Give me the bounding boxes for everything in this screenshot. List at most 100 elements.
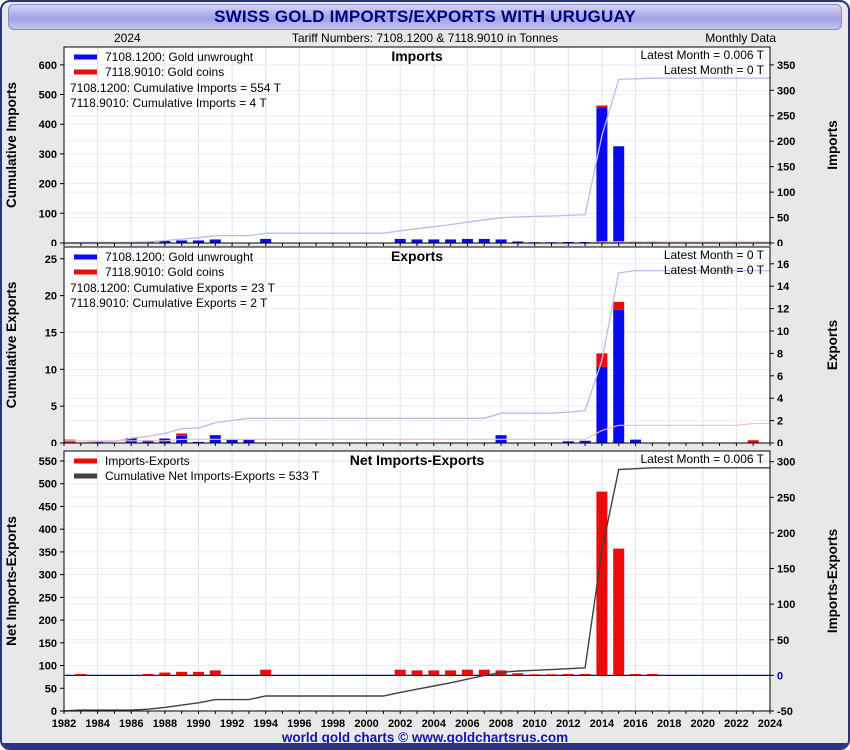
svg-text:8: 8 [777, 348, 783, 360]
svg-text:350: 350 [39, 547, 57, 559]
svg-text:7118.9010: Cumulative Imports: 7118.9010: Cumulative Imports = 4 T [70, 96, 267, 110]
svg-text:200: 200 [39, 179, 57, 191]
source-attribution: world gold charts © www.goldchartsrus.co… [281, 730, 569, 745]
svg-text:2016: 2016 [623, 718, 647, 730]
svg-text:2024: 2024 [758, 718, 783, 730]
svg-text:100: 100 [39, 208, 57, 220]
axes: 0 50 100 150 200 250 300 350 400 450 500 550 -50 0 50 1… [39, 456, 796, 730]
tariff-numbers-label: Tariff Numbers: 7108.1200 & 7118.9010 in… [291, 31, 559, 45]
svg-text:200: 200 [777, 136, 795, 148]
plot-area [64, 247, 770, 443]
svg-text:300: 300 [777, 457, 795, 469]
svg-text:0: 0 [51, 438, 57, 446]
panel-title: Net Imports-Exports [350, 452, 485, 468]
svg-text:7118.9010: Cumulative Exports: 7118.9010: Cumulative Exports = 2 T [70, 296, 268, 310]
svg-text:2: 2 [777, 416, 783, 428]
plot-area [64, 451, 770, 711]
svg-text:100: 100 [39, 661, 57, 673]
svg-text:14: 14 [777, 281, 790, 293]
gold-coins-cumulative [64, 422, 770, 442]
bars [75, 105, 658, 244]
svg-text:600: 600 [39, 60, 57, 72]
latest-month-label: Latest Month = 0 T [664, 263, 765, 277]
svg-text:6: 6 [777, 371, 783, 383]
svg-text:450: 450 [39, 501, 57, 513]
svg-text:7108.1200: Cumulative Exports: 7108.1200: Cumulative Exports = 23 T [70, 281, 276, 295]
svg-text:7108.1200: Gold unwrought: 7108.1200: Gold unwrought [105, 250, 254, 264]
svg-text:0: 0 [777, 238, 783, 246]
svg-text:1992: 1992 [220, 718, 244, 730]
chart-title: SWISS GOLD IMPORTS/EXPORTS WITH URUGUAY [214, 7, 636, 26]
svg-text:4: 4 [777, 393, 784, 405]
left-axis-title: Cumulative Exports [4, 282, 19, 409]
plot-area [64, 47, 770, 243]
imports-chart-panel: 0 100 200 300 400 500 600 0 50 100 150 200 250 300 350… [4, 46, 840, 246]
exports-chart-panel: 0 5 10 15 20 25 0 2 4 6 8 10 12 14 16 Cumulative Export… [4, 246, 840, 446]
gridlines [64, 247, 770, 443]
svg-text:2008: 2008 [489, 718, 513, 730]
latest-month-label: Latest Month = 0.006 T [640, 452, 764, 466]
cumulative-lines [64, 269, 770, 444]
svg-text:400: 400 [39, 524, 57, 536]
gold-unwrought-cumulative [63, 77, 770, 244]
svg-text:10: 10 [777, 326, 789, 338]
svg-text:0: 0 [51, 706, 57, 718]
right-axis-title: Exports [825, 320, 840, 370]
svg-text:550: 550 [39, 456, 57, 468]
axes: 0 5 10 15 20 25 0 2 4 6 8 10 12 14 16 [45, 254, 790, 446]
svg-text:1994: 1994 [253, 718, 278, 730]
svg-text:1996: 1996 [287, 718, 311, 730]
bars [75, 491, 658, 676]
svg-text:50: 50 [777, 635, 789, 647]
latest-month-label: Latest Month = 0 T [664, 248, 765, 262]
svg-text:0: 0 [777, 438, 783, 446]
svg-text:150: 150 [39, 638, 57, 650]
svg-text:100: 100 [777, 187, 795, 199]
svg-text:12: 12 [777, 304, 789, 316]
svg-text:Cumulative Net Imports-Exports: Cumulative Net Imports-Exports = 533 T [105, 469, 320, 483]
svg-text:250: 250 [777, 492, 795, 504]
data-frequency-label: Monthly Data [705, 31, 776, 45]
svg-text:0: 0 [51, 238, 57, 246]
gold-unwrought-cumulative [64, 269, 770, 444]
svg-text:250: 250 [777, 111, 795, 123]
svg-text:500: 500 [39, 479, 57, 491]
svg-text:300: 300 [39, 149, 57, 161]
svg-text:5: 5 [51, 401, 57, 413]
window-title: SWISS GOLD IMPORTS/EXPORTS WITH URUGUAY [8, 4, 842, 30]
window-bottom-border [2, 743, 848, 748]
svg-text:150: 150 [777, 162, 795, 174]
gridlines [64, 47, 770, 243]
svg-text:1984: 1984 [85, 718, 110, 730]
svg-text:2022: 2022 [724, 718, 748, 730]
svg-text:16: 16 [777, 259, 789, 271]
left-axis-title: Cumulative Imports [4, 82, 19, 208]
svg-text:7108.1200: Gold unwrought: 7108.1200: Gold unwrought [105, 50, 254, 64]
svg-text:1986: 1986 [119, 718, 143, 730]
svg-text:1982: 1982 [52, 718, 76, 730]
svg-text:50: 50 [777, 213, 789, 225]
svg-text:Imports-Exports: Imports-Exports [105, 454, 190, 468]
svg-text:1998: 1998 [321, 718, 345, 730]
svg-text:100: 100 [777, 599, 795, 611]
panel-title: Exports [391, 248, 443, 264]
svg-text:2002: 2002 [388, 718, 412, 730]
svg-text:15: 15 [45, 327, 57, 339]
svg-text:2014: 2014 [590, 718, 615, 730]
svg-text:2006: 2006 [455, 718, 479, 730]
svg-text:20: 20 [45, 291, 57, 303]
svg-text:400: 400 [39, 119, 57, 131]
net-imports-exports-chart-panel: 0 50 100 150 200 250 300 350 400 450 500 550 -50 0 50 1… [4, 450, 840, 730]
subheader-row: 2024 Tariff Numbers: 7108.1200 & 7118.90… [2, 30, 848, 46]
svg-text:150: 150 [777, 564, 795, 576]
svg-text:300: 300 [39, 570, 57, 582]
svg-text:7108.1200: Cumulative Imports: 7108.1200: Cumulative Imports = 554 T [70, 81, 282, 95]
cumulative-lines [63, 467, 770, 712]
svg-text:50: 50 [45, 683, 57, 695]
right-axis-title: Imports-Exports [825, 529, 840, 633]
axes: 0 100 200 300 400 500 600 0 50 100 150 200 250 300 350 [39, 60, 795, 246]
